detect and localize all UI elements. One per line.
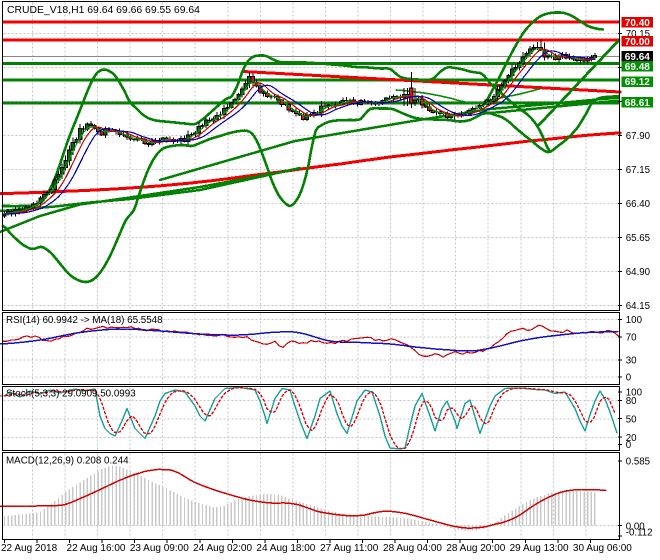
svg-text:64.15: 64.15 xyxy=(626,301,650,312)
svg-text:22 Aug 2018: 22 Aug 2018 xyxy=(1,543,58,554)
svg-text:50: 50 xyxy=(626,415,637,426)
svg-text:65.65: 65.65 xyxy=(626,233,650,244)
svg-text:22 Aug 16:00: 22 Aug 16:00 xyxy=(67,543,126,554)
svg-text:30 Aug 06:00: 30 Aug 06:00 xyxy=(573,543,632,554)
svg-text:70: 70 xyxy=(626,332,637,343)
svg-text:0.585: 0.585 xyxy=(626,456,650,467)
svg-text:68.61: 68.61 xyxy=(625,98,650,109)
svg-text:29 Aug 13:00: 29 Aug 13:00 xyxy=(510,543,569,554)
svg-text:30: 30 xyxy=(626,355,637,366)
svg-text:69.48: 69.48 xyxy=(625,62,650,73)
svg-text:MACD(12,26,9) 0.208 0.244: MACD(12,26,9) 0.208 0.244 xyxy=(6,456,129,467)
svg-text:100: 100 xyxy=(626,315,643,326)
svg-text:70.00: 70.00 xyxy=(625,37,650,48)
svg-text:67.90: 67.90 xyxy=(626,131,651,142)
svg-text:69.64: 69.64 xyxy=(625,52,650,63)
svg-text:0: 0 xyxy=(626,373,632,384)
svg-text:RSI(14) 60.9942 -> MA(18) 65.: RSI(14) 60.9942 -> MA(18) 65.5548 xyxy=(6,315,163,326)
svg-text:27 Aug 11:00: 27 Aug 11:00 xyxy=(320,543,379,554)
svg-text:0: 0 xyxy=(626,440,632,451)
svg-text:Stoch(5,3,3) 29.0909 50.0993: Stoch(5,3,3) 29.0909 50.0993 xyxy=(6,389,136,400)
svg-text:80: 80 xyxy=(626,396,637,407)
svg-text:69.12: 69.12 xyxy=(625,77,650,88)
svg-text:24 Aug 02:00: 24 Aug 02:00 xyxy=(193,543,252,554)
svg-text:24 Aug 18:00: 24 Aug 18:00 xyxy=(256,543,315,554)
svg-text:70.15: 70.15 xyxy=(626,29,650,40)
svg-text:64.90: 64.90 xyxy=(626,267,651,278)
svg-text:CRUDE_V18,H1 69.64 69.66 69.5: CRUDE_V18,H1 69.64 69.66 69.55 69.64 xyxy=(7,5,200,16)
svg-text:67.15: 67.15 xyxy=(626,165,650,176)
svg-text:100: 100 xyxy=(626,388,643,399)
svg-text:0.00: 0.00 xyxy=(626,521,645,532)
svg-text:66.40: 66.40 xyxy=(626,199,651,210)
svg-text:28 Aug 20:00: 28 Aug 20:00 xyxy=(446,543,505,554)
svg-text:23 Aug 09:00: 23 Aug 09:00 xyxy=(130,543,189,554)
svg-text:28 Aug 04:00: 28 Aug 04:00 xyxy=(383,543,442,554)
svg-text:70.40: 70.40 xyxy=(625,18,650,29)
svg-text:20: 20 xyxy=(626,433,637,444)
svg-text:-0.112: -0.112 xyxy=(626,528,653,539)
